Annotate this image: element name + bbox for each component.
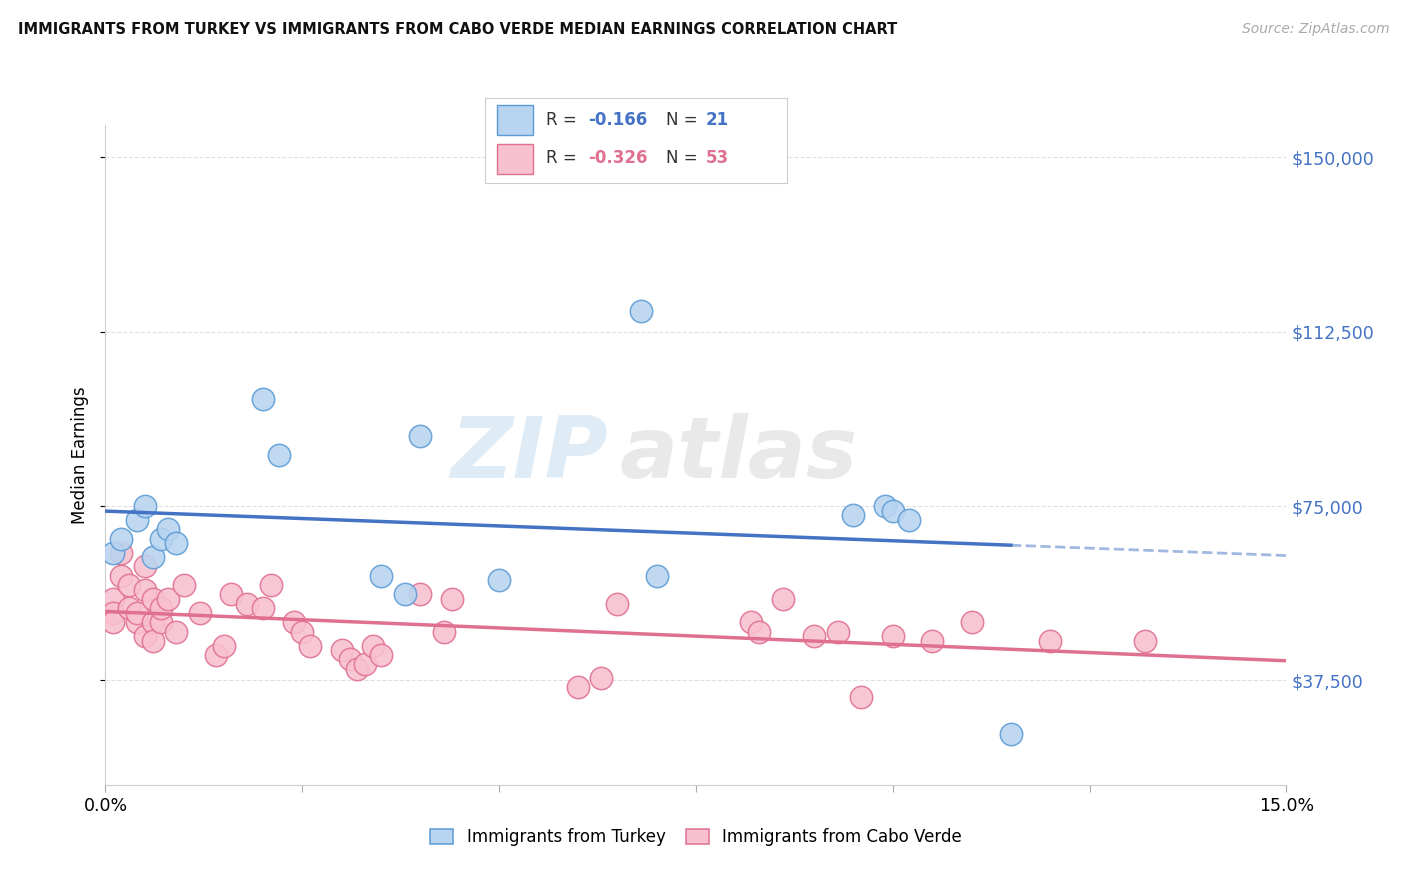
Text: 21: 21 [706, 111, 728, 128]
Point [921, 633, 943, 648]
Point [630, 303, 652, 318]
Point [291, 624, 314, 639]
Point [252, 392, 274, 406]
Point [252, 601, 274, 615]
Point [125, 606, 148, 620]
Point [803, 629, 825, 643]
Point [606, 597, 628, 611]
Text: -0.166: -0.166 [588, 111, 647, 128]
Point [827, 624, 849, 639]
Point [188, 606, 211, 620]
Point [221, 587, 243, 601]
Point [118, 578, 141, 592]
Point [283, 615, 305, 630]
Y-axis label: Median Earnings: Median Earnings [72, 386, 90, 524]
Point [567, 681, 589, 695]
Point [125, 513, 148, 527]
Point [897, 513, 920, 527]
Point [118, 601, 141, 615]
Text: R =: R = [546, 111, 582, 128]
Point [157, 522, 180, 536]
Point [110, 532, 132, 546]
Point [260, 578, 283, 592]
Point [103, 545, 125, 559]
Text: ZIP: ZIP [450, 413, 607, 497]
Point [433, 624, 456, 639]
Point [409, 587, 432, 601]
Text: atlas: atlas [619, 413, 858, 497]
Point [330, 643, 353, 657]
Point [103, 606, 125, 620]
Point [157, 592, 180, 607]
Point [772, 592, 794, 607]
Point [134, 499, 156, 513]
Point [204, 648, 226, 662]
Text: 53: 53 [706, 149, 728, 168]
Point [882, 629, 904, 643]
Text: R =: R = [546, 149, 582, 168]
Point [339, 652, 361, 666]
Point [103, 592, 125, 607]
FancyBboxPatch shape [498, 105, 533, 136]
Point [267, 448, 290, 462]
Point [748, 624, 770, 639]
Point [142, 592, 165, 607]
Point [149, 615, 172, 630]
Point [165, 536, 187, 550]
Point [1133, 633, 1156, 648]
Point [212, 639, 235, 653]
Point [149, 532, 172, 546]
Point [370, 648, 392, 662]
Point [842, 508, 865, 523]
Point [125, 615, 148, 630]
Point [361, 639, 384, 653]
Text: Source: ZipAtlas.com: Source: ZipAtlas.com [1241, 22, 1389, 37]
Point [882, 504, 904, 518]
Point [1000, 727, 1022, 741]
Point [142, 633, 165, 648]
Point [110, 545, 132, 559]
Point [960, 615, 983, 630]
Text: IMMIGRANTS FROM TURKEY VS IMMIGRANTS FROM CABO VERDE MEDIAN EARNINGS CORRELATION: IMMIGRANTS FROM TURKEY VS IMMIGRANTS FRO… [18, 22, 897, 37]
Point [394, 587, 416, 601]
Point [354, 657, 377, 672]
Point [142, 550, 165, 565]
Point [299, 639, 322, 653]
Point [740, 615, 762, 630]
Text: N =: N = [666, 149, 703, 168]
Point [851, 690, 873, 704]
Point [591, 671, 613, 685]
Point [149, 601, 172, 615]
Point [103, 615, 125, 630]
Point [142, 615, 165, 630]
Point [134, 559, 156, 574]
Point [370, 568, 392, 582]
Text: N =: N = [666, 111, 703, 128]
Point [645, 568, 668, 582]
Point [1039, 633, 1062, 648]
Point [110, 568, 132, 582]
Point [409, 429, 432, 443]
Legend: Immigrants from Turkey, Immigrants from Cabo Verde: Immigrants from Turkey, Immigrants from … [423, 822, 969, 853]
Point [173, 578, 195, 592]
Point [488, 574, 510, 588]
Point [440, 592, 463, 607]
Point [165, 624, 187, 639]
Point [873, 499, 896, 513]
Point [134, 629, 156, 643]
Point [346, 662, 368, 676]
Text: -0.326: -0.326 [588, 149, 647, 168]
FancyBboxPatch shape [498, 144, 533, 175]
Point [236, 597, 259, 611]
Point [134, 582, 156, 597]
